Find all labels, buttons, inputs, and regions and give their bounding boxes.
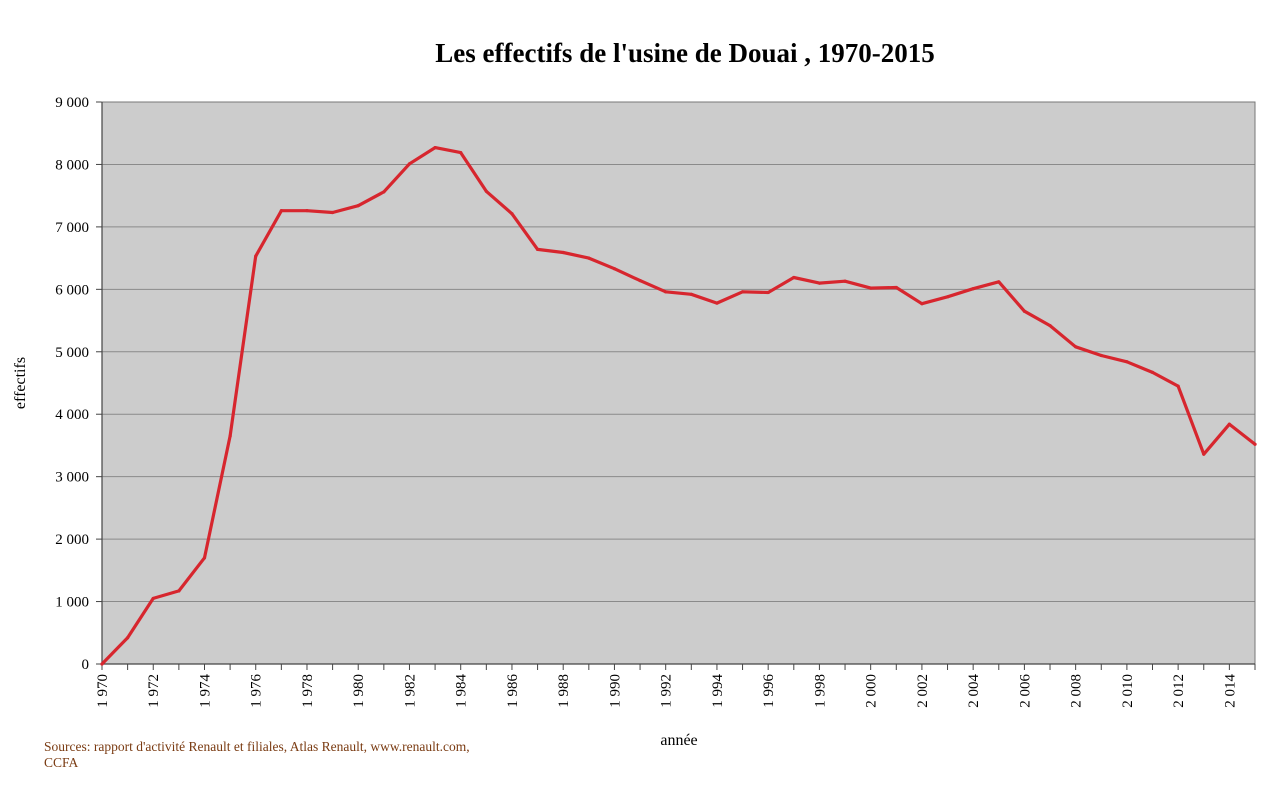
data-point [612, 267, 617, 271]
y-tick-label: 9 000 [55, 95, 89, 111]
x-tick-label: 1 988 [556, 674, 572, 708]
x-axis-label: année [660, 732, 697, 749]
y-axis-label: effectifs [12, 357, 29, 409]
x-tick-labels: 1 970 1 972 1 974 1 976 1 978 1 980 1 982 1 984… [95, 674, 1238, 708]
x-tick-label: 2 006 [1017, 674, 1033, 708]
data-point [177, 589, 181, 593]
source-line-2: CCFA [44, 755, 79, 770]
chart-title: Les effectifs de l'usine de Douai , 1970… [435, 38, 934, 68]
y-tick-label: 6 000 [55, 282, 89, 298]
x-tick-label: 1 998 [812, 674, 828, 708]
data-point [1176, 384, 1180, 388]
data-point [766, 290, 770, 295]
x-tick-label: 2 004 [966, 674, 982, 708]
source-line-1: Sources: rapport d'activité Renault et f… [44, 739, 470, 754]
data-point [1202, 452, 1206, 456]
y-tick-label: 7 000 [55, 220, 89, 236]
data-point [587, 256, 591, 260]
data-point [535, 247, 540, 251]
data-point [1074, 345, 1078, 349]
data-point [305, 209, 309, 213]
x-tick-label: 1 976 [249, 674, 265, 708]
y-tick-label: 4 000 [55, 407, 89, 423]
x-tick-label: 1 978 [300, 674, 316, 708]
y-tick-label: 1 000 [55, 595, 89, 611]
data-point [1022, 309, 1026, 313]
data-point [971, 287, 975, 291]
data-point [997, 280, 1001, 284]
x-tick-label: 2 008 [1069, 674, 1085, 708]
x-tick-label: 1 982 [402, 674, 418, 708]
data-point [740, 290, 745, 294]
data-point [228, 434, 232, 438]
data-point [561, 250, 565, 255]
data-point [817, 281, 822, 285]
data-point [1048, 323, 1052, 328]
x-tick-label: 2 000 [864, 674, 880, 708]
y-tick-label: 8 000 [55, 157, 89, 173]
y-tick-label: 5 000 [55, 345, 89, 361]
data-point [1253, 442, 1257, 446]
data-point [126, 636, 130, 640]
data-point [638, 278, 642, 283]
data-point [151, 596, 155, 601]
x-tick-label: 2 010 [1120, 674, 1136, 708]
data-point [484, 189, 488, 193]
data-point [202, 556, 207, 560]
data-point [100, 662, 104, 666]
x-tick-label: 1 990 [607, 674, 623, 708]
data-point [407, 162, 412, 166]
data-point [1150, 370, 1155, 374]
data-point [1227, 422, 1231, 426]
data-point [843, 279, 847, 283]
data-point [356, 204, 360, 208]
x-tick-label: 1 986 [505, 674, 521, 708]
y-tick-label: 2 000 [55, 532, 89, 548]
x-tick-label: 1 972 [146, 674, 162, 708]
data-point [920, 302, 924, 306]
x-tick-label: 1 992 [659, 674, 675, 708]
data-point [1125, 360, 1129, 364]
series-layer [100, 145, 1257, 666]
data-point [664, 290, 668, 294]
data-point [689, 292, 693, 296]
x-tick-label: 2 012 [1171, 674, 1187, 708]
x-tick-label: 2 002 [915, 674, 931, 708]
plot-area [102, 102, 1255, 664]
data-point [510, 212, 514, 216]
data-point [792, 275, 796, 280]
data-point [382, 190, 386, 194]
y-tick-label: 0 [82, 657, 90, 673]
x-tick-label: 1 980 [351, 674, 367, 708]
data-point [894, 285, 898, 290]
y-tick-labels: 0 1 000 2 000 3 000 4 000 5 000 6 000 7 000 8 00… [55, 95, 89, 673]
data-point [945, 295, 950, 299]
x-tick-label: 1 994 [710, 674, 726, 708]
x-tick-label: 1 996 [761, 674, 777, 708]
axes [96, 101, 1256, 670]
x-tick-label: 1 970 [95, 674, 111, 708]
data-point [1099, 353, 1103, 358]
x-tick-label: 2 014 [1222, 674, 1238, 708]
data-point [279, 209, 283, 213]
data-point [433, 145, 437, 150]
source-note: Sources: rapport d'activité Renault et f… [44, 739, 564, 771]
data-point [331, 210, 335, 215]
data-point [254, 254, 258, 258]
y-tick-label: 3 000 [55, 470, 89, 486]
series-line-effectifs [100, 146, 1257, 666]
data-point [715, 301, 719, 305]
data-point [459, 150, 463, 155]
x-tick-label: 1 984 [454, 674, 470, 708]
data-point [869, 286, 873, 290]
x-tick-label: 1 974 [197, 674, 213, 708]
